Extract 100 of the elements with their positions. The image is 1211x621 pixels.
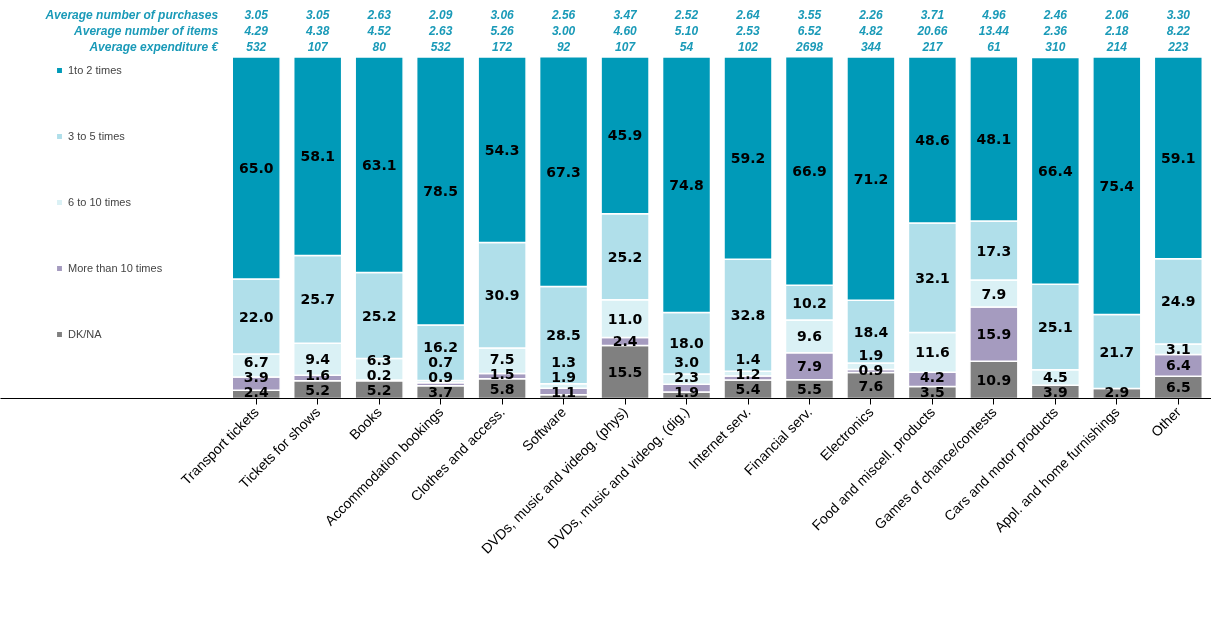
data-label: 7.5 (489, 350, 515, 367)
data-label: 1.5 (489, 365, 515, 382)
data-label: 1.1 (551, 383, 576, 400)
data-label: 1.2 (735, 366, 761, 383)
data-label: 30.9 (484, 287, 520, 304)
text: 2.09 (427, 8, 453, 22)
data-label: 74.8 (669, 176, 704, 193)
text: 2.06 (1104, 8, 1129, 22)
text: 2.46 (1042, 8, 1068, 22)
data-label: 45.9 (607, 127, 643, 144)
text: 4.52 (366, 24, 392, 38)
text: 344 (860, 40, 882, 54)
text: 5.10 (674, 24, 699, 38)
data-label: 0.9 (858, 362, 884, 379)
data-label: 32.8 (730, 307, 766, 324)
data-label: 0.2 (366, 366, 392, 383)
data-label: 59.2 (730, 150, 766, 167)
data-label: 1.6 (305, 366, 331, 383)
data-label: 1.4 (735, 351, 761, 368)
data-label: 6.3 (366, 351, 392, 368)
text: Average number of purchases (44, 7, 219, 22)
data-label: 7.6 (858, 377, 884, 394)
legend-label: 3 to 5 times (68, 129, 125, 142)
data-label: 18.4 (853, 323, 889, 340)
text: 3.55 (797, 8, 822, 22)
data-label: 4.5 (1042, 368, 1068, 385)
data-label: 66.4 (1038, 162, 1073, 179)
data-label: 75.4 (1099, 177, 1135, 194)
text: 61 (987, 40, 1001, 54)
data-label: 17.3 (976, 242, 1012, 259)
text: 2.56 (550, 8, 576, 22)
data-label: 11.0 (607, 310, 643, 327)
data-label: 2.3 (674, 368, 699, 385)
text: 2.18 (1104, 24, 1129, 38)
data-label: 3.0 (674, 353, 700, 370)
data-label: 3.7 (428, 383, 454, 400)
data-label: 66.9 (792, 162, 827, 179)
text: 4.60 (612, 24, 638, 38)
text: 214 (1105, 40, 1128, 54)
data-label: 0.7 (428, 353, 454, 370)
text: 6.52 (797, 24, 822, 38)
data-label: 71.2 (853, 170, 889, 187)
data-label: 6.5 (1165, 379, 1191, 396)
text: 3.06 (490, 8, 515, 22)
text: 2.63 (366, 8, 392, 22)
data-label: 3.1 (1165, 341, 1191, 358)
text: 3.00 (551, 24, 576, 38)
data-label: 25.2 (361, 307, 397, 324)
data-label: 4.2 (920, 368, 945, 385)
data-label: 5.2 (305, 381, 331, 398)
text: 2.36 (1042, 24, 1068, 38)
text: 532 (430, 40, 451, 54)
text: 92 (556, 40, 571, 54)
text: 3.71 (920, 8, 945, 22)
text: 172 (492, 40, 513, 54)
text: 13.44 (978, 24, 1010, 38)
data-label: 32.1 (915, 269, 950, 286)
text: Average expenditure € (88, 39, 220, 54)
legend-label: 6 to 10 times (68, 195, 131, 208)
text: 3.30 (1166, 8, 1191, 22)
text: 3.47 (613, 8, 639, 22)
text: 4.82 (858, 24, 883, 38)
text: 2.63 (427, 24, 453, 38)
text: 310 (1045, 40, 1066, 54)
data-label: 11.6 (915, 344, 950, 361)
data-label: 28.5 (546, 327, 581, 344)
data-label: 25.2 (607, 248, 643, 265)
data-label: 3.9 (1042, 383, 1068, 400)
data-label: 24.9 (1161, 293, 1196, 310)
data-label: 5.4 (735, 381, 761, 398)
text: 80 (372, 40, 387, 54)
data-label: 65.0 (238, 160, 274, 177)
data-label: 67.3 (546, 163, 581, 180)
legend-label: DK/NA (68, 327, 102, 340)
text: 107 (307, 40, 330, 54)
text: 4.96 (981, 8, 1006, 22)
text: 217 (921, 40, 944, 54)
text: 4.29 (243, 24, 269, 38)
data-label: 63.1 (361, 156, 397, 173)
data-label: 0.9 (428, 368, 454, 385)
text: 8.22 (1166, 24, 1191, 38)
data-label: 21.7 (1099, 343, 1135, 360)
data-label: 78.5 (423, 183, 458, 200)
data-label: 9.6 (797, 328, 822, 345)
text: 223 (1167, 40, 1189, 54)
data-label: 5.5 (797, 381, 822, 398)
legend-label: More than 10 times (68, 261, 163, 274)
data-label: 59.1 (1161, 149, 1196, 166)
data-label: 10.9 (976, 371, 1012, 388)
text: 20.66 (916, 24, 948, 38)
data-label: 16.2 (423, 338, 458, 355)
text: 532 (246, 40, 267, 54)
data-label: 1.9 (858, 347, 884, 364)
data-label: 1.3 (551, 353, 576, 370)
data-label: 54.3 (484, 141, 520, 158)
data-label: 15.9 (976, 326, 1012, 343)
data-label: 6.4 (1165, 357, 1191, 374)
data-label: 7.9 (797, 358, 822, 375)
text: 54 (679, 40, 694, 54)
data-label: 48.1 (976, 130, 1012, 147)
